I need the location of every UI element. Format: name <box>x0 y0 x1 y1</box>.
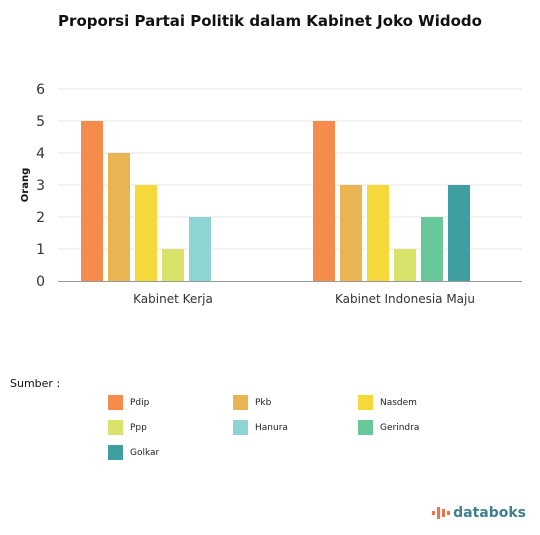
bar-nasdem-kabinet-kerja <box>135 185 157 281</box>
legend-swatch <box>108 445 123 460</box>
legend: Pdip Pkb Nasdem Ppp Hanura Gerindra Golkar <box>108 394 438 461</box>
axis-labels: 0 1 2 3 4 5 6 Kabinet Kerja Kabinet Indonesia Ma… <box>20 82 475 306</box>
legend-label: Gerindra <box>380 422 420 433</box>
y-tick-label: 4 <box>36 146 45 162</box>
legend-label: Golkar <box>130 447 160 458</box>
legend-swatch <box>108 395 123 410</box>
y-tick-label: 2 <box>36 210 45 226</box>
y-tick-label: 0 <box>36 274 45 290</box>
bar-hanura-kabinet-kerja <box>189 217 211 281</box>
bar-chart: 0 1 2 3 4 5 6 Kabinet Kerja Kabinet Indonesia Ma… <box>20 82 522 306</box>
x-category-label: Kabinet Indonesia Maju <box>335 292 475 306</box>
bar-ppp-kabinet-indonesia-maju <box>394 249 416 281</box>
legend-item-gerindra[interactable]: Gerindra <box>358 419 438 436</box>
brand-logo: databoks <box>432 505 526 521</box>
bar-golkar-kabinet-indonesia-maju <box>448 185 470 281</box>
legend-swatch <box>233 395 248 410</box>
bars <box>81 121 470 281</box>
legend-label: Pdip <box>130 397 150 408</box>
y-tick-label: 1 <box>36 242 45 258</box>
bar-ppp-kabinet-kerja <box>162 249 184 281</box>
legend-label: Pkb <box>255 397 272 408</box>
legend-item-pdip[interactable]: Pdip <box>108 394 233 411</box>
legend-swatch <box>108 420 123 435</box>
brand-name: databoks <box>453 505 526 521</box>
x-category-label: Kabinet Kerja <box>133 292 213 306</box>
bar-pdip-kabinet-indonesia-maju <box>313 121 335 281</box>
legend-swatch <box>233 420 248 435</box>
legend-item-hanura[interactable]: Hanura <box>233 419 358 436</box>
bar-nasdem-kabinet-indonesia-maju <box>367 185 389 281</box>
y-tick-label: 6 <box>36 82 45 98</box>
source-label: Sumber : <box>10 377 61 390</box>
bar-pdip-kabinet-kerja <box>81 121 103 281</box>
legend-label: Ppp <box>130 422 147 433</box>
legend-item-ppp[interactable]: Ppp <box>108 419 233 436</box>
legend-label: Hanura <box>255 422 288 433</box>
bar-pkb-kabinet-kerja <box>108 153 130 281</box>
legend-item-golkar[interactable]: Golkar <box>108 444 233 461</box>
chart-title: Proporsi Partai Politik dalam Kabinet Jo… <box>58 12 482 30</box>
legend-item-pkb[interactable]: Pkb <box>233 394 358 411</box>
grid-lines <box>58 88 522 250</box>
y-tick-label: 5 <box>36 114 45 130</box>
legend-item-nasdem[interactable]: Nasdem <box>358 394 438 411</box>
bar-pkb-kabinet-indonesia-maju <box>340 185 362 281</box>
legend-swatch <box>358 395 373 410</box>
legend-swatch <box>358 420 373 435</box>
y-axis-title: Orang <box>20 168 31 202</box>
legend-label: Nasdem <box>380 397 417 408</box>
y-tick-label: 3 <box>36 178 45 194</box>
databoks-logo-icon <box>432 507 451 519</box>
bar-gerindra-kabinet-indonesia-maju <box>421 217 443 281</box>
